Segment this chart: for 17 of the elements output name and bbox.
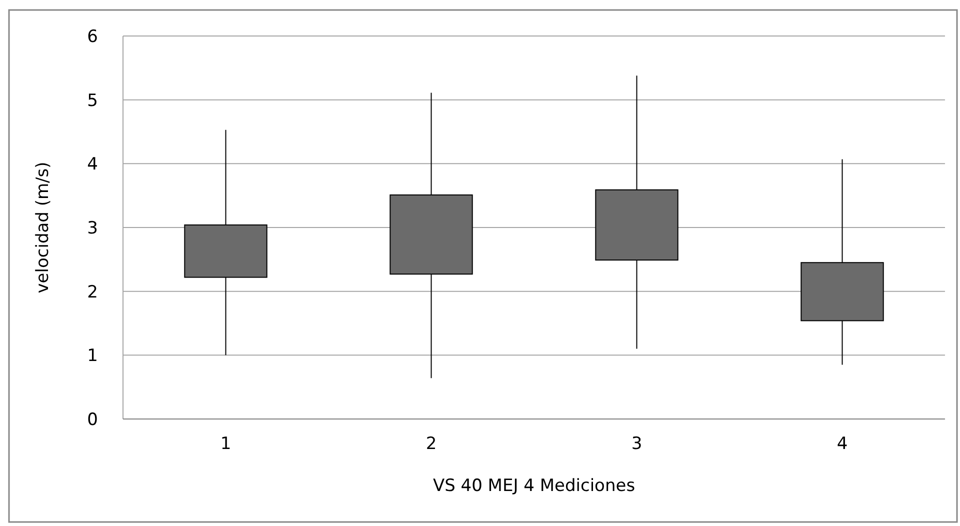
y-tick-label: 0 [87,410,98,430]
x-tick-label: 4 [836,434,848,454]
x-tick-label: 3 [631,434,642,454]
y-tick-label: 6 [87,26,98,47]
candlestick [595,75,678,350]
y-axis-title: velocidad (m/s) [33,162,53,294]
y-tick-label: 4 [87,154,98,175]
x-tick-label: 2 [426,434,437,454]
candlestick [184,129,268,356]
y-tick-label: 3 [87,218,98,238]
y-tick-label: 5 [87,90,98,111]
y-tick-label: 1 [87,346,98,366]
x-axis-title: VS 40 MEJ 4 Mediciones [432,476,636,496]
x-tick-label: 1 [220,434,232,454]
y-tick-label: 2 [87,282,98,302]
candlestick [800,158,884,366]
candlestick [390,92,473,379]
